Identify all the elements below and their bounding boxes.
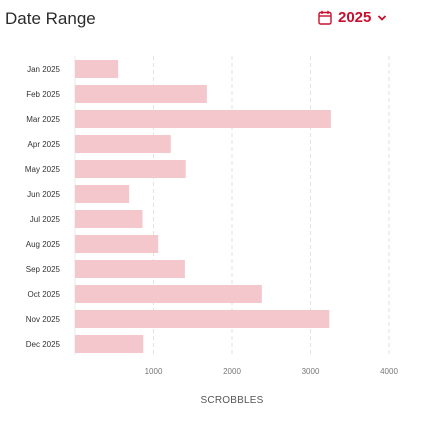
bar[interactable] — [75, 110, 331, 128]
y-tick-label: Sep 2025 — [26, 265, 61, 274]
y-tick-label: Aug 2025 — [26, 240, 61, 249]
y-tick-label: Jan 2025 — [27, 65, 60, 74]
bar[interactable] — [75, 85, 207, 103]
y-tick-label: Apr 2025 — [28, 140, 61, 149]
y-tick-label: Jul 2025 — [30, 215, 61, 224]
bar[interactable] — [75, 60, 119, 78]
y-tick-label: Nov 2025 — [26, 315, 61, 324]
y-tick-label: May 2025 — [25, 165, 61, 174]
x-tick-label: 3000 — [302, 367, 320, 376]
bar[interactable] — [75, 260, 185, 278]
year-label: 2025 — [338, 9, 372, 26]
bar[interactable] — [75, 160, 186, 178]
calendar-icon — [318, 10, 332, 25]
y-tick-label: Mar 2025 — [26, 115, 60, 124]
x-tick-label: 2000 — [223, 367, 241, 376]
bar[interactable] — [75, 310, 330, 328]
bar[interactable] — [75, 235, 159, 253]
bar[interactable] — [75, 135, 171, 153]
bar[interactable] — [75, 185, 130, 203]
year-selector-button[interactable]: 2025 — [318, 9, 387, 26]
y-tick-label: Jun 2025 — [27, 190, 60, 199]
page-title: Date Range — [5, 9, 96, 28]
bar[interactable] — [75, 285, 262, 303]
x-tick-label: 1000 — [145, 367, 163, 376]
chevron-down-icon — [377, 14, 387, 22]
y-tick-label: Feb 2025 — [26, 90, 60, 99]
y-tick-label: Oct 2025 — [28, 290, 61, 299]
x-axis-label: SCROBBLES — [201, 395, 264, 406]
x-tick-label: 4000 — [380, 367, 398, 376]
y-tick-label: Dec 2025 — [26, 340, 61, 349]
bar[interactable] — [75, 335, 144, 353]
bar[interactable] — [75, 210, 143, 228]
